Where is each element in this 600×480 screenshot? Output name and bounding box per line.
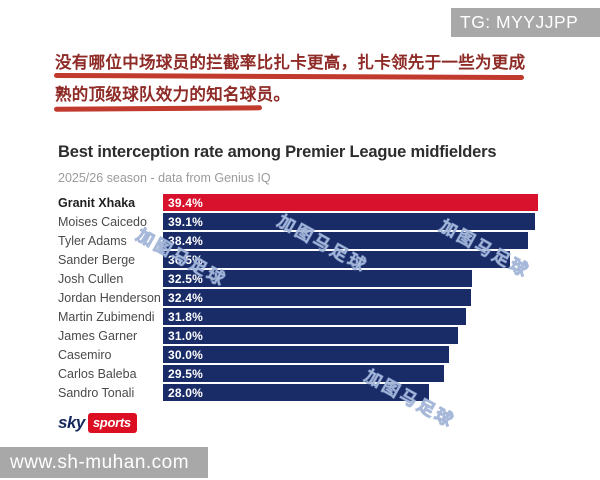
annotation-line-1: 没有哪位中场球员的拦截率比扎卡更高，扎卡领先于一些为更成 [55, 54, 526, 72]
bar-value-label: 31.8% [168, 310, 204, 324]
chart-row: Casemiro 30.0% [58, 346, 538, 363]
site-watermark-text: www.sh-muhan.com [10, 452, 190, 473]
bar-track: 32.5% [163, 270, 538, 287]
bar-track: 30.0% [163, 346, 538, 363]
bar-value-label: 39.1% [168, 215, 204, 229]
bar-value-label: 39.4% [168, 196, 204, 210]
bar: 30.0% [163, 346, 449, 363]
chart-row: Carlos Baleba 29.5% [58, 365, 538, 382]
bar: 31.8% [163, 308, 466, 325]
bar: 39.1% [163, 213, 536, 230]
bar: 31.0% [163, 327, 459, 344]
bar-value-label: 30.0% [168, 348, 204, 362]
annotation-line-2: 熟的顶级球队效力的知名球员。 [55, 86, 291, 104]
telegram-badge-text: TG: MYYJJPP [460, 12, 579, 32]
chart-row: Tyler Adams 38.4% [58, 232, 538, 249]
bar: 39.4% [163, 194, 538, 211]
player-name: Tyler Adams [58, 233, 127, 248]
bar-chart: Granit Xhaka 39.4% Moises Caicedo 39.1% Tyle… [58, 194, 538, 401]
bar-track: 31.0% [163, 327, 538, 344]
bar-value-label: 36.5% [168, 253, 204, 267]
bar-track: 39.4% [163, 194, 538, 211]
bar-value-label: 31.0% [168, 329, 204, 343]
chart-row: Sander Berge 36.5% [58, 251, 538, 268]
bar: 29.5% [163, 365, 444, 382]
bar-value-label: 32.5% [168, 272, 204, 286]
bar-value-label: 29.5% [168, 367, 204, 381]
player-name: James Garner [58, 328, 138, 343]
bar-track: 31.8% [163, 308, 538, 325]
player-name: Carlos Baleba [58, 366, 137, 381]
chart-subtitle: 2025/26 season - data from Genius IQ [58, 171, 271, 185]
chart-row: Granit Xhaka 39.4% [58, 194, 538, 211]
sports-logo-text: sports [87, 413, 137, 433]
chart-title: Best interception rate among Premier Lea… [58, 143, 497, 161]
bar: 32.4% [163, 289, 472, 306]
sky-sports-logo: sky sports [58, 413, 137, 433]
bar-track: 32.4% [163, 289, 538, 306]
chart-row: Martin Zubimendi 31.8% [58, 308, 538, 325]
player-name: Jordan Henderson [58, 290, 161, 305]
bar-track: 38.4% [163, 232, 538, 249]
telegram-badge: TG: MYYJJPP [451, 8, 600, 37]
site-watermark-badge: www.sh-muhan.com [0, 447, 208, 478]
chart-row: Josh Cullen 32.5% [58, 270, 538, 287]
chart-row: Jordan Henderson 32.4% [58, 289, 538, 306]
player-name: Sandro Tonali [58, 385, 135, 400]
player-name: Martin Zubimendi [58, 309, 155, 324]
chart-row: Moises Caicedo 39.1% [58, 213, 538, 230]
bar-track: 28.0% [163, 384, 538, 401]
sky-logo-text: sky [58, 413, 85, 432]
bar-track: 29.5% [163, 365, 538, 382]
bar-value-label: 32.4% [168, 291, 204, 305]
bar-value-label: 28.0% [168, 386, 204, 400]
bar: 28.0% [163, 384, 430, 401]
player-name: Granit Xhaka [58, 195, 136, 210]
bar-track: 39.1% [163, 213, 538, 230]
player-name: Moises Caicedo [58, 214, 147, 229]
bar: 36.5% [163, 251, 511, 268]
annotation-underline-2 [53, 105, 263, 112]
player-name: Josh Cullen [58, 271, 124, 286]
bar: 32.5% [163, 270, 473, 287]
bar-value-label: 38.4% [168, 234, 204, 248]
bar: 38.4% [163, 232, 529, 249]
annotation-underline-1 [53, 72, 525, 80]
chart-row: Sandro Tonali 28.0% [58, 384, 538, 401]
player-name: Sander Berge [58, 252, 136, 267]
chart-row: James Garner 31.0% [58, 327, 538, 344]
player-name: Casemiro [58, 347, 112, 362]
bar-track: 36.5% [163, 251, 538, 268]
